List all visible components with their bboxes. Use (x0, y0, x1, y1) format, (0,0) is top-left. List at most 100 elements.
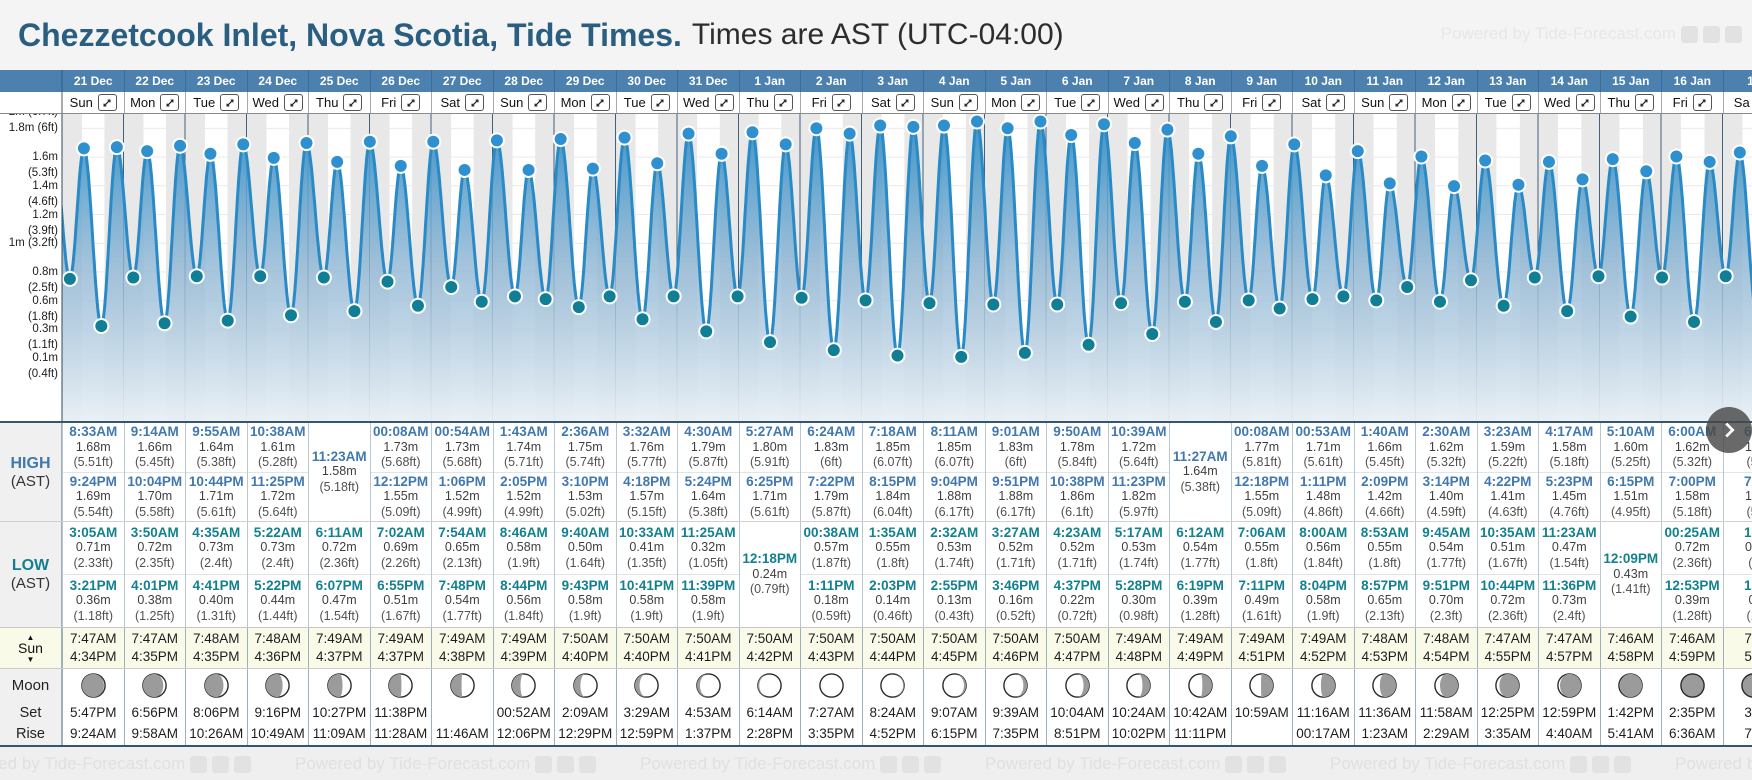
expand-day-button[interactable] (401, 94, 421, 111)
weekday-cell: Sun (62, 92, 124, 113)
sunrise-time: 7:50AM (623, 631, 671, 646)
low-tide-point (1559, 303, 1576, 320)
expand-icon (837, 99, 845, 106)
tide-event: 4:35AM 0.73m (2.4ft) (186, 522, 247, 574)
tide-height-ft: (2.13ft) (442, 555, 483, 570)
expand-day-button[interactable] (831, 94, 851, 111)
date-header: 29 Dec (554, 70, 616, 92)
high-tide-point (744, 124, 761, 141)
tide-height-m: 0.13m (936, 593, 972, 608)
moonrise-time: 9:58AM (123, 723, 186, 745)
weekday-label: Fri (1672, 95, 1688, 110)
tide-time: 7:48PM (438, 577, 486, 593)
moonrise-time: 12:06PM (492, 723, 555, 745)
watermark-icon (1703, 25, 1720, 43)
moon-phase-icon (1064, 673, 1090, 698)
expand-day-button[interactable] (1575, 94, 1595, 111)
expand-day-button[interactable] (1326, 94, 1345, 111)
tide-height-m: 1.53m (567, 489, 603, 503)
tide-time: 4:37PM (1053, 577, 1101, 593)
high-tide-point (1731, 144, 1748, 161)
tide-height-m: 0.22m (1059, 593, 1095, 608)
expand-day-button[interactable] (958, 94, 978, 111)
expand-day-button[interactable] (714, 94, 734, 111)
low-tide-cell: 7:06AM 0.55m (1.8ft) 7:11PM 0.49m (1.61ft) (1230, 522, 1292, 627)
moonset-time: 10:24AM (1107, 702, 1170, 723)
tide-height-m: 0.50m (567, 540, 603, 555)
expand-day-button[interactable] (528, 94, 548, 111)
tide-event: 4:18PM 1.57m (5.15ft) (616, 471, 677, 522)
expand-day-button[interactable] (650, 94, 670, 111)
high-tide-cell: 00:08AM 1.73m (5.68ft) 12:12PM 1.55m (5.09ft) (369, 423, 431, 521)
expand-day-button[interactable] (895, 94, 915, 111)
moonset-time: 11:38PM (369, 702, 432, 723)
expand-icon (779, 99, 787, 106)
moonset-time: 4:53AM (677, 702, 739, 723)
tide-time: 00:53AM (1295, 424, 1352, 439)
date-header-gutter (0, 70, 62, 92)
tide-height-ft: (5.18ft) (1549, 455, 1590, 469)
watermark-text: Powered by Tide-Forecast.com (1330, 754, 1566, 773)
expand-day-button[interactable] (97, 94, 117, 111)
tide-height-m: 0.58m (690, 593, 726, 608)
tide-time: 6:15PM (1607, 473, 1655, 489)
tide-height-ft: (1.64ft) (565, 555, 606, 570)
sunrise-time: 7:50AM (746, 631, 794, 646)
expand-day-button[interactable] (1389, 94, 1409, 111)
expand-day-button[interactable] (220, 94, 240, 111)
expand-day-button[interactable] (1511, 94, 1531, 111)
expand-day-button[interactable] (465, 94, 484, 111)
high-tide-point (935, 117, 952, 134)
expand-day-button[interactable] (1692, 94, 1712, 111)
expand-day-button[interactable] (1145, 94, 1164, 111)
sun-times-cell: 7:50AM 4:44PM (861, 628, 924, 668)
expand-day-button[interactable] (343, 94, 363, 111)
moon-phase-cell (1292, 669, 1354, 702)
tide-height-ft: (5.15ft) (626, 504, 667, 519)
expand-day-button[interactable] (284, 94, 303, 111)
date-header: 17 (1722, 70, 1752, 92)
tide-height-ft: (2.4ft) (1552, 608, 1586, 623)
watermark-icon (579, 755, 597, 773)
moon-phase-icon (1249, 673, 1275, 698)
sun-row-label: ▲ Sun ▼ (0, 628, 62, 668)
expand-day-button[interactable] (1262, 94, 1282, 111)
tide-event: 3:46PM 0.16m (0.52ft) (985, 574, 1046, 627)
tide-height-ft: (6.07ft) (934, 455, 975, 469)
tide-event: 9:51PM 0.70m (2.3ft) (1416, 574, 1477, 627)
watermark-icon (1269, 755, 1287, 773)
expand-day-button[interactable] (1081, 94, 1101, 111)
tide-event: 5:28PM 0.30m (0.98ft) (1108, 574, 1169, 627)
expand-day-button[interactable] (1204, 94, 1224, 111)
expand-day-button[interactable] (160, 94, 180, 111)
watermark: Powered by Tide-Forecast.com (0, 754, 252, 774)
high-tide-cell: 5:27AM 1.80m (5.91ft) 6:25PM 1.71m (5.61ft) (738, 423, 800, 521)
tide-height-m: 1.57m (629, 489, 665, 503)
expand-day-button[interactable] (1021, 94, 1041, 111)
high-tide-point (1574, 171, 1591, 188)
expand-day-button[interactable] (1634, 94, 1654, 111)
weekday-label: Thu (746, 95, 769, 110)
expand-day-button[interactable] (773, 94, 793, 111)
low-tide-point (1271, 300, 1288, 317)
tide-height-m: 0.73m (260, 540, 296, 555)
sunrise-time: 7:47AM (1484, 631, 1532, 646)
expand-day-button[interactable] (1451, 94, 1471, 111)
sunset-time: 4:44PM (869, 649, 917, 664)
tide-height-ft: (0.79ft) (749, 582, 790, 597)
tide-height-m: 0.54m (1182, 540, 1218, 555)
next-days-button[interactable] (1706, 407, 1752, 453)
tide-time: 9:50AM (1053, 424, 1102, 439)
tide-time: 3:27AM (991, 524, 1040, 540)
weekday-label: Wed (252, 95, 280, 110)
expand-day-button[interactable] (590, 94, 610, 111)
tide-height-m: 1.55m (383, 489, 419, 503)
low-tide-cell: 3:05AM 0.71m (2.33ft) 3:21PM 0.36m (1.18ft) (62, 522, 124, 627)
tide-height-m: 1.41m (1490, 489, 1526, 503)
tide-time: 9:55AM (192, 424, 241, 439)
tide-time: 4:30AM (684, 424, 733, 439)
tide-height-ft: (6.17ft) (934, 504, 975, 519)
tide-height-ft: (1.67ft) (1487, 555, 1528, 570)
watermark-icon (924, 755, 942, 773)
moon-phase-cell (923, 669, 985, 702)
